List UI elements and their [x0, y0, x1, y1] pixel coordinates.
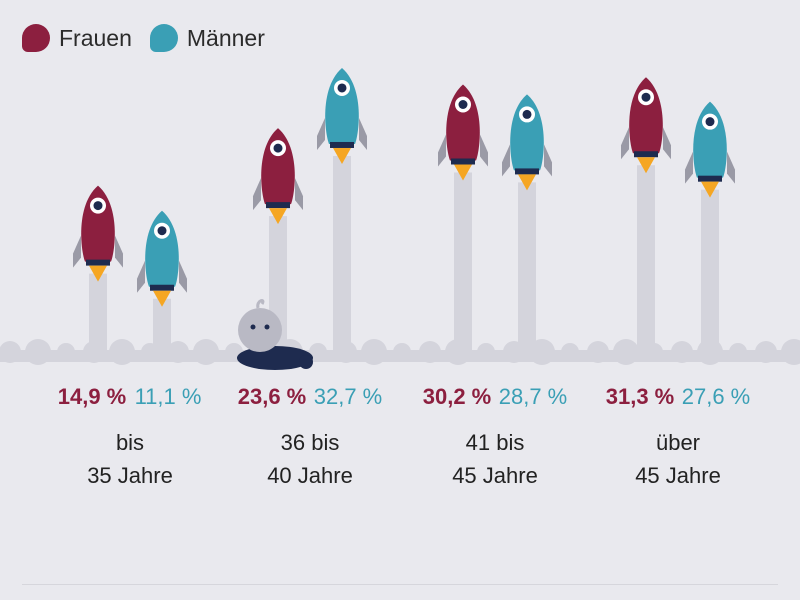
bottom-divider — [22, 584, 778, 585]
rocket-men-4-nozzle — [698, 175, 722, 182]
rocket-women-4-body — [629, 77, 663, 154]
rocket-men-4-fin-left — [685, 151, 693, 184]
rocket-women-1-fin-left — [73, 235, 81, 268]
legend-swatch-women — [22, 24, 50, 52]
rocket-men-4-body — [693, 101, 727, 178]
rocket-women-2-flame — [269, 208, 287, 225]
smoke-puff — [393, 343, 411, 361]
rocket-men-1-fin-left — [137, 260, 145, 293]
rocket-women-4-nozzle — [634, 151, 658, 158]
rocket-women-3-fin-right — [480, 134, 488, 167]
smoke-puff — [587, 341, 609, 363]
legend: Frauen Männer — [22, 24, 283, 52]
rocket-men-3-exhaust — [518, 182, 536, 356]
rocket-men-2-exhaust — [333, 155, 351, 356]
rocket-women-4-fin-right — [663, 127, 671, 160]
rocket-women-1-exhaust — [89, 273, 107, 356]
rocket-men-3 — [502, 94, 552, 356]
rocket-men-4-window-inner — [705, 117, 715, 127]
rocket-women-4-flame — [637, 157, 655, 174]
rocket-women-1-window-inner — [93, 201, 103, 211]
smoke-puff — [25, 339, 51, 365]
rocket-men-1-body — [145, 210, 179, 287]
rocket-men-1-fin-right — [179, 260, 187, 293]
rocket-men-4-flame — [701, 181, 719, 198]
rocket-men-3-flame — [518, 174, 536, 191]
baby-body — [237, 346, 313, 370]
smoke-puff — [419, 341, 441, 363]
rocket-men-2-fin-right — [359, 117, 367, 150]
smoke-puff — [0, 341, 21, 363]
rocket-men-2-body — [325, 67, 359, 144]
rocket-men-3-nozzle — [515, 168, 539, 175]
rocket-men-1-exhaust — [153, 298, 171, 356]
rocket-men-3-window-inner — [522, 109, 532, 119]
rocket-women-1-nozzle — [86, 259, 110, 266]
smoke-puff — [361, 339, 387, 365]
baby-illustration — [237, 299, 313, 370]
legend-label-men: Männer — [186, 24, 265, 51]
rocket-women-3-window-inner — [458, 100, 468, 110]
rocket-men-3-body — [510, 94, 544, 171]
rocket-men-1-flame — [153, 290, 171, 307]
smoke-puff — [309, 343, 327, 361]
rocket-women-4 — [621, 77, 671, 356]
smoke-puff — [729, 343, 747, 361]
smoke-puff — [671, 341, 693, 363]
baby-eye-right — [264, 324, 270, 330]
smoke-puff — [109, 339, 135, 365]
smoke-puff — [561, 343, 579, 361]
smoke-puff — [477, 343, 495, 361]
rocket-women-4-window-inner — [641, 92, 651, 102]
rocket-women-1-body — [81, 185, 115, 262]
rocket-men-3-fin-right — [544, 144, 552, 177]
smoke-puff — [193, 339, 219, 365]
rocket-women-2-fin-left — [253, 178, 261, 211]
smoke-puff — [57, 343, 75, 361]
ground-smoke — [0, 339, 800, 365]
baby-curl — [256, 299, 265, 309]
rocket-men-2 — [317, 67, 367, 356]
smoke-puff — [167, 341, 189, 363]
rocket-women-2-window-inner — [273, 143, 283, 153]
rocket-women-3-nozzle — [451, 158, 475, 165]
rocket-women-2-body — [261, 128, 295, 205]
rocket-women-3-flame — [454, 164, 472, 181]
rocket-men-1-window-inner — [157, 226, 167, 236]
legend-swatch-men — [149, 24, 178, 52]
rocket-men-2-flame — [333, 147, 351, 164]
legend-item-men: Männer — [149, 24, 265, 52]
rocket-women-2-nozzle — [266, 202, 290, 209]
rocket-women-3 — [438, 84, 488, 356]
rocket-women-3-body — [446, 84, 480, 161]
rocket-men-3-fin-left — [502, 144, 510, 177]
rocket-men-2-nozzle — [330, 141, 354, 148]
smoke-puff — [613, 339, 639, 365]
rocket-women-3-fin-left — [438, 134, 446, 167]
rocket-men-1-nozzle — [150, 284, 174, 291]
rocket-men-4-exhaust — [701, 189, 719, 356]
rocket-men-4 — [685, 101, 735, 356]
rocket-women-2-fin-right — [295, 178, 303, 211]
rocket-men-2-window-inner — [337, 83, 347, 93]
legend-label-women: Frauen — [59, 24, 132, 51]
rocket-women-1-flame — [89, 265, 107, 282]
smoke-puff — [755, 341, 777, 363]
rocket-women-4-fin-left — [621, 127, 629, 160]
rocket-women-4-exhaust — [637, 165, 655, 356]
rocket-women-3-exhaust — [454, 172, 472, 356]
smoke-puff — [781, 339, 800, 365]
legend-item-women: Frauen — [22, 24, 132, 52]
rocket-men-4-fin-right — [727, 151, 735, 184]
rocket-men-2-fin-left — [317, 117, 325, 150]
baby-foot — [299, 355, 313, 369]
baby-head — [238, 308, 282, 352]
rocket-women-1 — [73, 185, 123, 356]
baby-eye-left — [250, 324, 256, 330]
rocket-men-1 — [137, 210, 187, 356]
rocket-women-1-fin-right — [115, 235, 123, 268]
